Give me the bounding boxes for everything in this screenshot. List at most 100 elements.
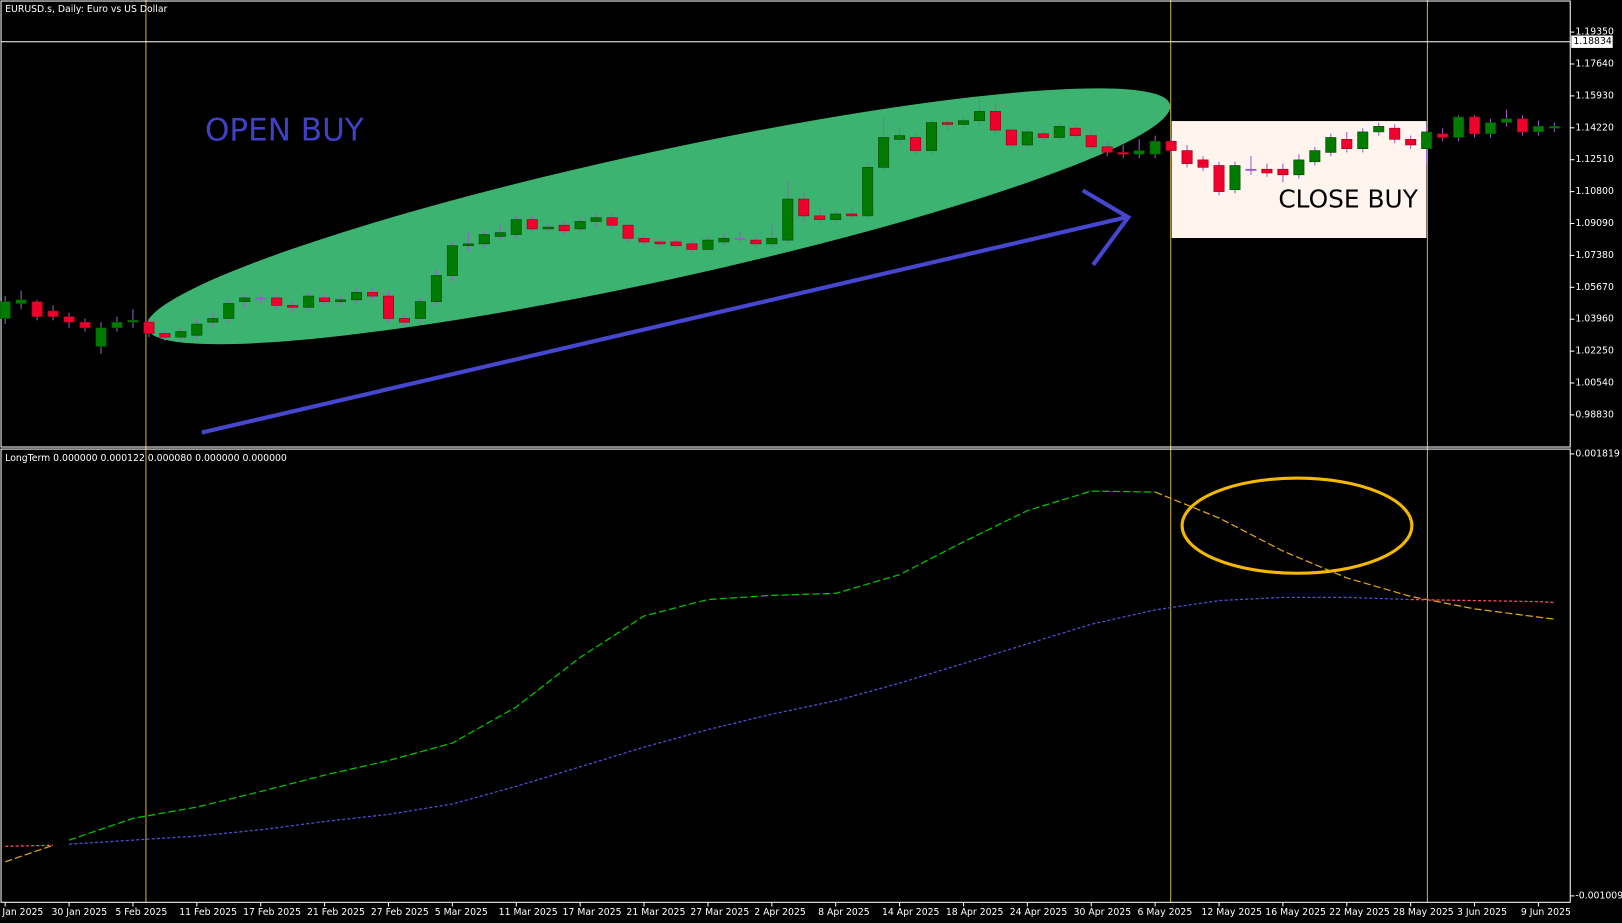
x-tick-label: 30 Apr 2025 xyxy=(1074,907,1132,918)
x-tick-label: 8 Apr 2025 xyxy=(818,907,870,918)
y-tick-label: 1.05670 xyxy=(1575,282,1614,293)
x-tick-label: 21 Mar 2025 xyxy=(626,907,685,918)
candle-body xyxy=(1213,165,1225,192)
y-tick-label: 1.10800 xyxy=(1575,186,1614,197)
x-tick-label: 24 Apr 2025 xyxy=(1010,907,1068,918)
candle-body xyxy=(1245,168,1257,171)
candle-body xyxy=(686,243,698,250)
candle-body xyxy=(766,237,778,245)
candle-body xyxy=(782,198,794,241)
candle-body xyxy=(351,292,363,301)
y-tick-label: -0.001009 xyxy=(1575,890,1622,901)
x-tick-label: 5 Mar 2025 xyxy=(435,907,488,918)
candle-body xyxy=(910,137,922,151)
close-box xyxy=(1171,121,1427,238)
candle-body xyxy=(335,299,347,302)
candle-body xyxy=(1261,168,1273,174)
x-tick-label: 5 Feb 2025 xyxy=(115,907,167,918)
candle-body xyxy=(1373,125,1385,133)
indicator-line xyxy=(4,491,1555,863)
candle-body xyxy=(590,217,602,222)
y-tick-label: 1.02250 xyxy=(1575,346,1614,357)
arrow-head xyxy=(1081,188,1132,267)
candle-body xyxy=(1101,146,1113,153)
candle-body xyxy=(414,301,426,319)
candle-body xyxy=(287,305,299,308)
candle-body xyxy=(973,111,985,122)
symbol-header: EURUSD.s, Daily: Euro vs US Dollar xyxy=(5,4,167,15)
close-buy-label: CLOSE BUY xyxy=(1278,185,1418,214)
candle-body xyxy=(63,316,75,323)
candle-body xyxy=(383,295,394,319)
candle-body xyxy=(159,333,171,338)
candle-body xyxy=(654,241,666,245)
candle-body xyxy=(1005,129,1017,146)
candle-body xyxy=(510,219,522,235)
x-tick-label: 17 Feb 2025 xyxy=(243,907,301,918)
candle-body xyxy=(430,275,442,302)
candle-body xyxy=(1501,118,1512,123)
candle-body xyxy=(1421,131,1433,150)
open-buy-label: OPEN BUY xyxy=(205,112,365,148)
y-tick-label: 1.03960 xyxy=(1575,314,1614,325)
y-tick-label: 1.09090 xyxy=(1575,218,1614,229)
candle-body xyxy=(191,323,203,336)
candle-body xyxy=(143,321,155,334)
candle-body xyxy=(1165,140,1177,151)
candle-body xyxy=(1389,127,1401,140)
candle-body xyxy=(1229,165,1241,191)
candle-body xyxy=(702,239,714,250)
candle-body xyxy=(239,297,251,302)
x-tick-label: 24 Jan 2025 xyxy=(0,907,43,918)
candle-body xyxy=(1181,150,1193,164)
candle-body xyxy=(1069,127,1081,136)
candle-body xyxy=(798,198,810,217)
candle-body xyxy=(894,135,906,140)
candle-body xyxy=(1021,131,1033,146)
x-tick-label: 21 Feb 2025 xyxy=(307,907,365,918)
cross-ellipse xyxy=(1180,476,1414,575)
y-tick-label: 1.12510 xyxy=(1575,154,1614,165)
candle-body xyxy=(1037,133,1049,138)
last-price-label: 1.18834 xyxy=(1573,36,1612,47)
x-tick-label: 9 Jun 2025 xyxy=(1521,907,1571,918)
x-tick-label: 11 Mar 2025 xyxy=(499,907,558,918)
candle-body xyxy=(1149,140,1161,155)
candle-body xyxy=(95,327,107,347)
indicator-pane-border xyxy=(0,448,1571,903)
candle-body xyxy=(1357,131,1369,150)
candle-body xyxy=(862,167,874,217)
y-tick-label: 1.00540 xyxy=(1575,378,1614,389)
candle-body xyxy=(638,237,650,243)
candle-body xyxy=(47,310,59,317)
candle-body xyxy=(1117,152,1129,155)
candle-body xyxy=(574,221,586,230)
candle-body xyxy=(494,232,506,237)
y-tick-label: 1.14220 xyxy=(1575,122,1614,133)
candle-body xyxy=(0,301,11,319)
candle-body xyxy=(15,299,27,304)
candle-body xyxy=(1485,122,1497,135)
candle-body xyxy=(1293,159,1305,176)
candle-body xyxy=(1085,135,1097,148)
candle-body xyxy=(878,137,890,168)
candle-body xyxy=(1469,116,1481,135)
candle-body xyxy=(750,239,762,245)
y-tick-label: 0.001819 xyxy=(1575,448,1619,459)
y-tick-label: 1.15930 xyxy=(1575,90,1614,101)
x-tick-label: 14 Apr 2025 xyxy=(882,907,940,918)
candle-body xyxy=(606,217,618,226)
candle-body xyxy=(542,226,554,230)
candle-body xyxy=(79,321,91,329)
candle-body xyxy=(111,321,123,329)
candle-body xyxy=(830,213,842,220)
candle-body xyxy=(303,295,315,308)
candle-body xyxy=(462,243,474,247)
y-tick-label: 0.98830 xyxy=(1575,409,1614,420)
candle-body xyxy=(526,219,538,230)
candle-body xyxy=(670,241,682,247)
candles xyxy=(0,98,1560,354)
trend-arrow xyxy=(201,215,1127,435)
candle-body xyxy=(271,297,283,306)
